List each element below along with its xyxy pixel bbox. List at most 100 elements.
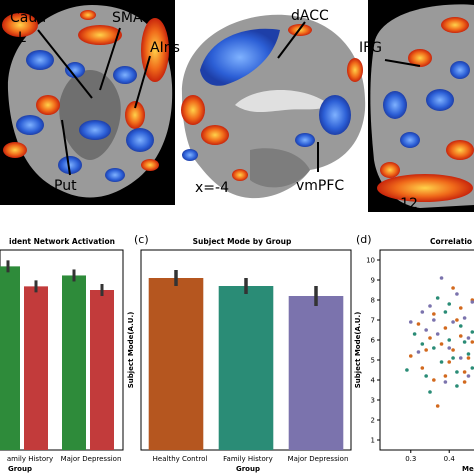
sagittal-activation-positive [181,24,363,181]
chart3-frame [379,249,474,451]
chart3-point [462,316,467,320]
chart3-point [466,356,471,360]
axial-activation-positive [377,17,474,202]
network-activation-chart: ident Network Activation amily History M… [0,237,124,473]
chart3-point [458,306,463,310]
chart3-point [416,350,421,354]
coronal-activation-negative [16,50,154,182]
chart3-point [435,404,440,408]
chart3-point [432,312,436,316]
chart3-point [455,384,459,388]
chart3-ytick-label: 4 [371,377,376,385]
chart2-title: Subject Mode by Group [193,237,292,246]
chart2-bar [288,296,344,450]
chart3-point [432,378,436,382]
sma-pointer [99,27,121,91]
chart3-point [424,348,428,352]
dacc-pointer [277,21,306,59]
chart3-point [447,302,452,306]
chart3-point [424,328,428,332]
brain-coronal-slice [0,0,178,205]
chart3-point [466,374,471,378]
chart3-ytick-label: 2 [371,417,375,425]
coronal-activation-positive [2,10,169,171]
chart3-title: Correlatio [430,237,472,246]
label-ains: AIns [150,40,180,56]
label-dacc: dACC [291,8,329,24]
chart3-point [420,310,425,314]
chart3-point [466,336,471,340]
ains-pointer [134,55,151,109]
chart3-ytick-label: 3 [371,397,375,405]
chart3-point [432,318,436,322]
chart1-bars [0,260,114,450]
chart3-xlabel: Mea [462,465,474,473]
chart2-panel-label: (c) [134,233,149,246]
chart1-bar [24,286,48,450]
brain-annotations: Caud L SMA AIns Put dACC vmPFC IFG y=6 x… [2,8,421,212]
chart2-bar [148,278,204,450]
axial-brain-outline [370,4,474,208]
chart2-bars [148,270,344,450]
chart3-point [408,354,413,358]
chart3-point [451,286,455,290]
chart1-bar [62,275,86,450]
chart3-point [470,330,474,334]
chart3-point [439,342,444,346]
subject-mode-chart: (c) Subject Mode by Group Healthy Contro… [127,233,352,473]
chart3-point [443,380,448,384]
chart3-point [428,336,432,340]
chart3-point [447,360,452,364]
chart3-ylabel: Subject Mode(A.U.) [354,312,362,389]
chart3-point [408,320,413,324]
chart1-xtick-3: Major Depression [61,455,122,463]
chart3-xticks: 0.3 0.4 [405,450,455,463]
label-l: L [18,30,26,46]
chart3-point [428,304,432,308]
correlation-scatter-chart: (d) Correlatio 1 2 3 4 5 6 7 8 9 10 0.3 0.4 Mea Su… [354,233,474,473]
chart3-ytick-label: 5 [371,357,375,365]
chart3-point [447,338,452,342]
caud-pointer [37,29,93,99]
chart3-point [451,320,455,324]
label-ifg: IFG [359,40,382,56]
label-caud: Caud [10,10,46,26]
chart3-point [420,342,425,346]
chart3-point [470,300,474,304]
chart3-point [462,370,467,374]
ifg-pointer [384,59,421,67]
brain-sagittal-slice [175,0,375,205]
chart1-frame [0,249,124,451]
chart3-ytick-label: 1 [371,437,375,445]
sagittal-cerebellum [250,148,310,188]
chart3-point [466,352,471,356]
label-sma: SMA [112,10,143,26]
chart3-point [458,324,463,328]
chart1-bar [90,290,114,450]
chart3-yticks: 1 2 3 4 5 6 7 8 9 10 [366,257,380,445]
chart3-point [455,318,459,322]
chart3-point [447,346,452,350]
chart1-bar [0,266,20,450]
chart3-points [405,276,474,408]
chart3-point [455,292,459,296]
chart3-ytick-label: 10 [366,257,375,265]
chart3-point [458,356,463,360]
chart3-point [451,356,455,360]
chart3-point [432,346,436,350]
chart2-xtick-3: Major Depression [288,455,349,463]
chart3-ytick-label: 9 [371,277,375,285]
chart3-point [435,296,440,300]
chart3-point [458,334,463,338]
chart1-title: ident Network Activation [9,237,115,246]
chart3-point [470,366,474,370]
sagittal-activation-negative [182,28,351,161]
brain-axial-slice [368,0,474,212]
chart3-xtick-label: 0.4 [444,455,456,463]
sagittal-corpus [235,90,330,113]
chart3-point [455,370,459,374]
chart3-point [462,340,467,344]
chart3-point [462,380,467,384]
chart3-point [443,374,448,378]
put-pointer [61,119,71,176]
